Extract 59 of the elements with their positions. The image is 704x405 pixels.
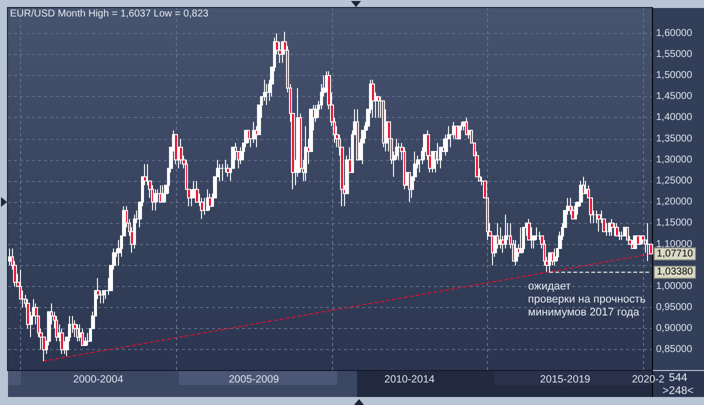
candlestick bbox=[86, 332, 90, 346]
x-tick-label: 2015-2019 bbox=[540, 374, 590, 386]
y-tick-label: 1,25000 bbox=[656, 175, 693, 186]
candlestick bbox=[613, 222, 616, 236]
candlestick bbox=[620, 231, 624, 241]
y-tick-label: 1,55000 bbox=[656, 48, 693, 60]
x-tick-label: 2020-2 bbox=[632, 374, 665, 386]
y-tick-label: 1,60000 bbox=[656, 28, 693, 39]
candlestick bbox=[247, 130, 250, 144]
candlestick bbox=[356, 108, 359, 160]
candlestick bbox=[626, 226, 629, 241]
candlestick bbox=[605, 222, 608, 236]
x-tick-label: 2010-2014 bbox=[384, 374, 435, 386]
y-tick-label: 1,45000 bbox=[656, 91, 693, 102]
candlestick bbox=[76, 324, 79, 342]
candlestick bbox=[179, 138, 183, 165]
candlestick bbox=[646, 222, 650, 262]
candlestick bbox=[226, 164, 230, 178]
candlestick bbox=[397, 142, 401, 160]
y-tick-label: 1,35000 bbox=[656, 133, 693, 144]
candlestick bbox=[265, 83, 269, 106]
text: 544 bbox=[668, 372, 688, 384]
annotation: 1,07710 bbox=[656, 248, 694, 260]
annotation: ожидает проверки на прочность минимумов 2017 года bbox=[528, 280, 646, 318]
candlestick bbox=[553, 248, 557, 266]
candlestick bbox=[161, 184, 165, 203]
candlestick bbox=[81, 328, 84, 346]
candlestick bbox=[221, 164, 224, 182]
candlestick bbox=[371, 79, 375, 118]
candlestick bbox=[73, 320, 77, 338]
text: >248< bbox=[662, 385, 694, 397]
candlestick bbox=[78, 324, 82, 342]
candlestick bbox=[465, 117, 468, 136]
y-tick-label: 1,10000 bbox=[656, 238, 693, 250]
candlestick bbox=[514, 240, 518, 266]
y-tick-label: 1,15000 bbox=[656, 218, 693, 229]
y-tick-label: 0,85000 bbox=[656, 344, 693, 356]
y-tick-label: 1,00000 bbox=[656, 280, 693, 292]
candlestick bbox=[584, 180, 588, 194]
candlestick bbox=[377, 96, 380, 118]
x-tick-label: 2000-2004 bbox=[73, 374, 124, 386]
y-tick-label: 1,40000 bbox=[656, 112, 693, 124]
candlestick bbox=[457, 126, 461, 140]
candlestick bbox=[218, 164, 222, 182]
candlestick bbox=[239, 146, 243, 165]
x-tick-label: 2005-2009 bbox=[228, 374, 280, 386]
y-tick-label: 1,20000 bbox=[656, 196, 693, 208]
y-tick-label: 1,50000 bbox=[656, 70, 693, 82]
y-tick-label: 0,95000 bbox=[656, 302, 693, 314]
candlestick bbox=[8, 248, 12, 266]
candlestick bbox=[519, 226, 523, 254]
candlestick bbox=[403, 146, 406, 190]
chart-title: EUR/USD Month High = 1,6037 Low = 0,823 bbox=[10, 8, 209, 20]
y-tick-label: 1,30000 bbox=[656, 154, 693, 166]
data-label: 1,03380 bbox=[656, 266, 694, 278]
candlestick bbox=[151, 184, 154, 212]
y-tick-label: 0,90000 bbox=[656, 323, 693, 334]
candlestick bbox=[569, 197, 572, 216]
candlestick bbox=[55, 315, 58, 342]
